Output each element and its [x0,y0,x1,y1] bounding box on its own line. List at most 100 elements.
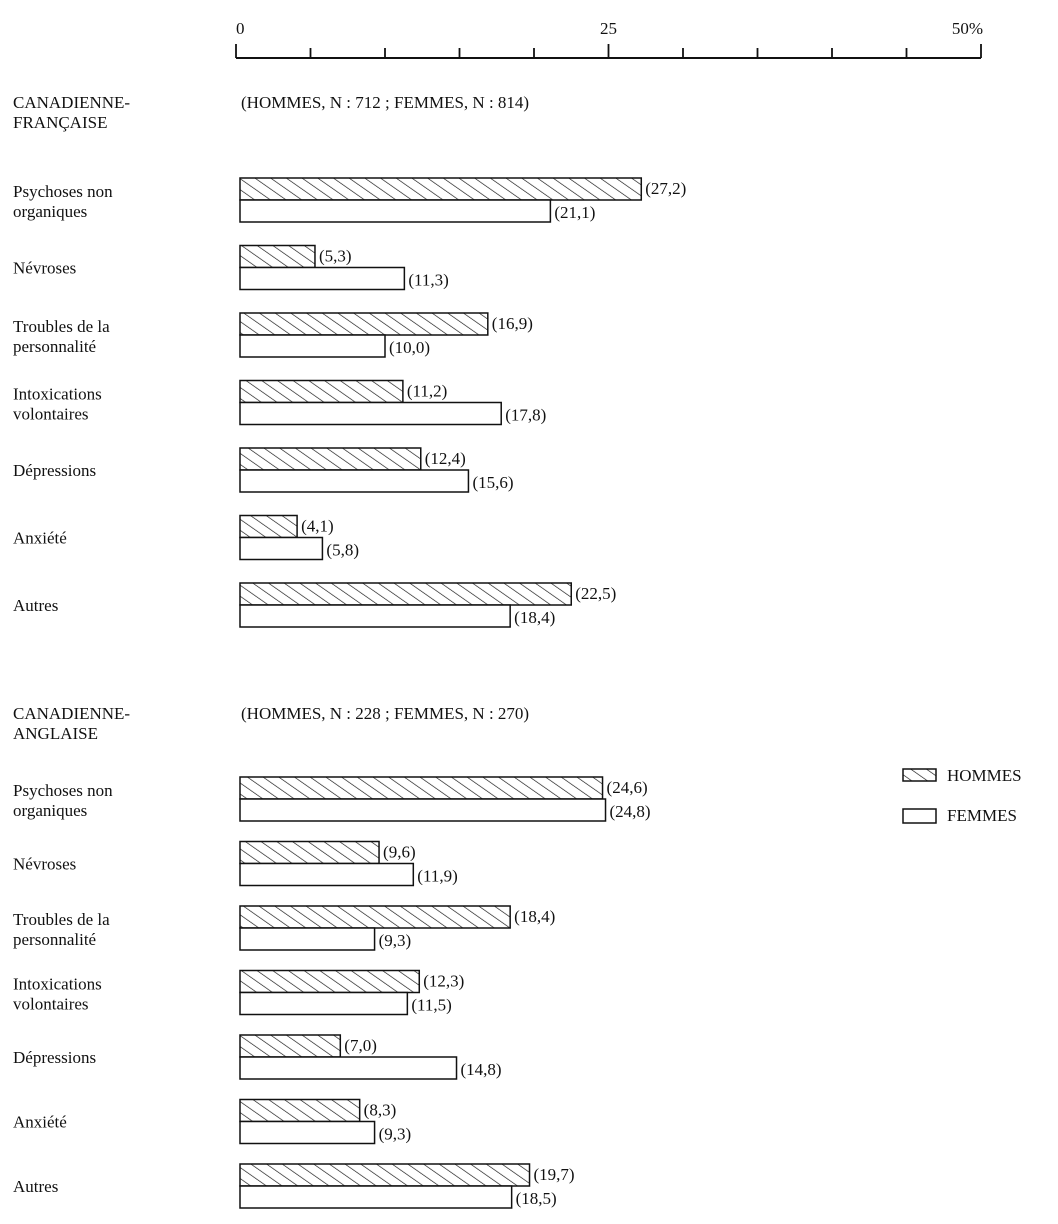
category-row: Névroses (5,3) (11,3) [13,244,449,291]
category-row: Anxiété (4,1) (5,8) [13,514,359,561]
bar-femmes [239,469,470,493]
category-label: Psychoses non [13,781,113,800]
group-sample-size: (HOMMES, N : 712 ; FEMMES, N : 814) [241,93,529,112]
value-label-hommes: (19,7) [534,1165,575,1184]
bar-hommes [239,312,489,336]
category-label: personnalité [13,337,96,356]
bar-hommes [239,177,643,201]
tick-label: 25 [600,19,617,38]
value-label-femmes: (11,3) [408,271,448,290]
value-label-hommes: (22,5) [575,584,616,603]
value-label-femmes: (15,6) [472,473,513,492]
category-row: Névroses (9,6)(11,9) [13,840,458,887]
value-label-femmes: (10,0) [389,338,430,357]
category-label: Intoxications [13,975,102,994]
category-label: organiques [13,202,87,221]
bar-hommes [239,514,298,539]
x-axis: 0 25 50% [235,19,983,59]
category-label: Troubles de la [13,910,110,929]
bar-hommes [239,776,604,800]
bar-hommes [239,1098,361,1123]
bar-femmes [239,798,607,822]
value-label-hommes: (12,3) [423,972,464,991]
bar-hommes [239,1034,342,1058]
category-label: volontaires [13,995,89,1014]
bar-femmes [239,862,415,887]
bar-femmes [239,401,502,426]
category-label: Intoxications [13,385,102,404]
legend-label-hommes: HOMMES [947,766,1022,785]
value-label-femmes: (24,8) [610,802,651,821]
category-row: Autres (19,7) (18,5) [13,1163,575,1209]
category-label: Psychoses non [13,182,113,201]
category-label: Autres [13,1177,58,1196]
group-sample-size: (HOMMES, N : 228 ; FEMMES, N : 270) [241,704,529,723]
value-label-hommes: (12,4) [425,449,466,468]
bar-hommes [239,969,421,994]
group-title: CANADIENNE- [13,704,130,723]
category-row: Dépressions (12,4) (15,6) [13,447,514,493]
group-title: ANGLAISE [13,724,98,743]
chart-groups: CANADIENNE- FRANÇAISE (HOMMES, N : 712 ; F… [13,93,686,1209]
category-label: Dépressions [13,1048,96,1067]
value-label-femmes: (14,8) [461,1060,502,1079]
bar-hommes [239,905,511,929]
bar-femmes [239,1056,458,1080]
bar-femmes [239,1185,513,1209]
bar-femmes [239,266,406,291]
category-label: Névroses [13,259,76,278]
value-label-hommes: (11,2) [407,382,447,401]
value-label-femmes: (17,8) [505,406,546,425]
category-row: Dépressions (7,0) (14,8) [13,1034,502,1080]
bar-femmes [239,604,511,628]
value-label-femmes: (5,8) [326,541,359,560]
category-label: organiques [13,801,87,820]
bar-femmes [239,1120,376,1145]
group-title: FRANÇAISE [13,113,107,132]
legend-swatch-hommes [902,768,937,782]
value-label-hommes: (24,6) [607,778,648,797]
value-label-hommes: (5,3) [319,247,352,266]
legend-swatch-femmes [902,808,937,824]
value-label-hommes: (9,6) [383,843,416,862]
value-label-femmes: (11,9) [417,867,457,886]
value-label-femmes: (18,4) [514,608,555,627]
group-1: CANADIENNE-FRANÇAISE (HOMMES, N : 712 ; F… [13,93,686,628]
legend: HOMMES FEMMES [902,766,1022,825]
value-label-hommes: (7,0) [344,1036,377,1055]
bar-hommes [239,1163,531,1187]
tick-label: 50% [952,19,983,38]
value-label-hommes: (8,3) [364,1101,397,1120]
value-label-hommes: (16,9) [492,314,533,333]
category-row: Anxiété (8,3) (9,3) [13,1098,412,1145]
bar-hommes [239,379,404,404]
value-label-femmes: (11,5) [411,996,451,1015]
value-label-hommes: (18,4) [514,907,555,926]
value-label-hommes: (27,2) [645,179,686,198]
bar-hommes [239,582,572,606]
value-label-femmes: (9,3) [379,1125,412,1144]
category-label: Troubles de la [13,317,110,336]
category-label: Dépressions [13,461,96,480]
bar-femmes [239,927,376,951]
bar-femmes [239,199,552,223]
bar-femmes [239,536,324,561]
value-label-hommes: (4,1) [301,517,334,536]
bar-hommes [239,840,380,865]
group-2: CANADIENNE-ANGLAISE (HOMMES, N : 228 ; FE… [13,704,651,1209]
bar-hommes [239,244,316,269]
category-label: Autres [13,596,58,615]
value-label-femmes: (18,5) [516,1189,557,1208]
legend-label-femmes: FEMMES [947,806,1017,825]
category-label: personnalité [13,930,96,949]
value-label-femmes: (9,3) [379,931,412,950]
category-label: volontaires [13,405,89,424]
category-label: Névroses [13,855,76,874]
category-label: Anxiété [13,529,67,548]
